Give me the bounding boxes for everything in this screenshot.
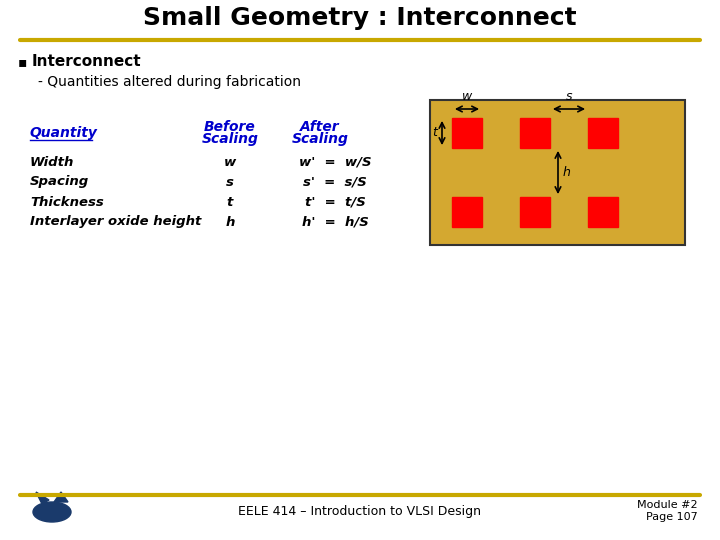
Text: Width: Width (30, 156, 74, 168)
Text: h'  =  h/S: h' = h/S (302, 215, 369, 228)
Text: t: t (227, 195, 233, 208)
Bar (588, 118, 618, 148)
Text: h: h (225, 215, 235, 228)
Text: After: After (300, 120, 340, 134)
Text: - Quantities altered during fabrication: - Quantities altered during fabrication (38, 75, 301, 89)
Text: ▪: ▪ (18, 55, 27, 69)
Bar (588, 197, 618, 227)
Bar (520, 118, 550, 148)
Bar (452, 197, 482, 227)
Text: w'  =  w/S: w' = w/S (299, 156, 372, 168)
Text: Scaling: Scaling (202, 132, 258, 146)
Bar (452, 118, 482, 148)
Text: w: w (462, 90, 472, 103)
Text: EELE 414 – Introduction to VLSI Design: EELE 414 – Introduction to VLSI Design (238, 505, 482, 518)
Polygon shape (54, 492, 68, 502)
Text: Module #2: Module #2 (637, 500, 698, 510)
Text: Thickness: Thickness (30, 195, 104, 208)
Text: Scaling: Scaling (292, 132, 348, 146)
Polygon shape (36, 492, 49, 504)
Text: w: w (224, 156, 236, 168)
Text: s: s (566, 90, 572, 103)
Bar (430, 100, 685, 245)
Text: Quantity: Quantity (30, 126, 98, 140)
Text: t: t (432, 126, 437, 139)
Ellipse shape (33, 502, 71, 522)
Text: Page 107: Page 107 (647, 512, 698, 522)
Text: t'  =  t/S: t' = t/S (305, 195, 365, 208)
Bar (520, 197, 550, 227)
Text: s'  =  s/S: s' = s/S (303, 176, 367, 188)
Text: Small Geometry : Interconnect: Small Geometry : Interconnect (143, 6, 577, 30)
Text: Spacing: Spacing (30, 176, 89, 188)
Text: s: s (226, 176, 234, 188)
Text: h: h (563, 166, 571, 179)
Text: Interlayer oxide height: Interlayer oxide height (30, 215, 202, 228)
Text: Before: Before (204, 120, 256, 134)
Text: Interconnect: Interconnect (32, 55, 142, 70)
